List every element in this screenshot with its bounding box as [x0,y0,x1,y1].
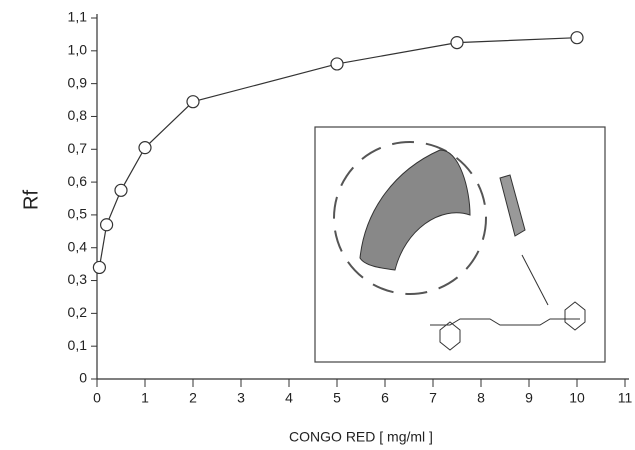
data-point [186,95,200,109]
molecule-image [499,174,526,237]
y-tick-label: 0,8 [68,107,88,123]
y-tick-label: 0,1 [68,337,88,353]
y-tick-label: 0,7 [68,140,88,156]
y-tick-label: 0,9 [68,74,88,90]
y-axis-label: Rf [20,190,42,210]
fibril-image [359,149,471,271]
inset-frame [314,126,606,363]
x-tick-label: 2 [189,390,197,406]
data-point [138,141,152,155]
x-tick-label: 4 [285,390,293,406]
y-tick-label: 1,1 [68,9,88,25]
x-tick-label: 3 [237,390,245,406]
data-point [330,57,344,71]
inset [314,126,606,363]
y-tick-label: 0,4 [68,238,88,254]
y-tick-label: 0,5 [68,206,88,222]
x-tick-label: 7 [429,390,437,406]
x-tick-label: 0 [93,390,101,406]
x-tick-label: 10 [569,390,585,406]
structure-formula [430,301,586,351]
data-point [450,36,464,50]
inset-arrow [521,254,549,306]
x-tick-label: 8 [477,390,485,406]
inset-circle [333,141,487,295]
y-tick-label: 0,6 [68,173,88,189]
data-point [92,260,107,275]
x-tick-label: 5 [333,390,341,406]
x-tick-label: 6 [381,390,389,406]
y-tick-label: 0,2 [68,304,88,320]
y-tick-label: 1,0 [68,42,88,58]
x-tick-label: 1 [141,390,149,406]
x-axis-label: CONGO RED [ mg/ml ] [289,429,433,445]
y-tick-label: 0 [79,370,87,386]
data-point [99,218,114,232]
data-point [114,183,128,197]
x-tick-label: 9 [525,390,533,406]
data-point [570,31,584,45]
x-tick-label: 11 [618,390,633,406]
y-tick-label: 0,3 [68,271,88,287]
